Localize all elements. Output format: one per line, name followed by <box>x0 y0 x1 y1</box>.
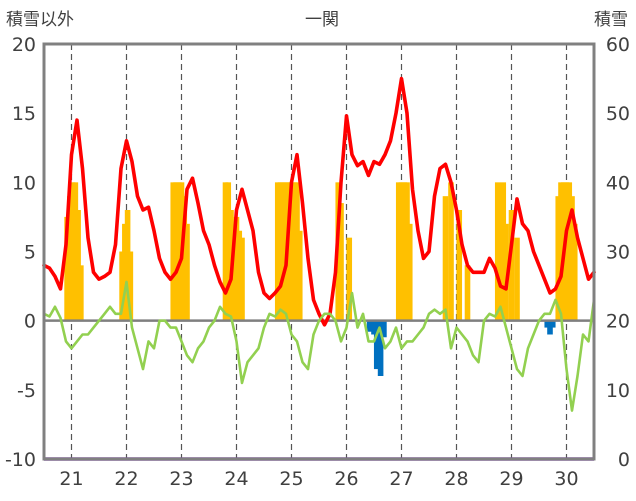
right-y-tick-label: 20 <box>606 311 630 333</box>
snow_depth-bar <box>184 223 190 321</box>
snow_depth-bar <box>346 237 353 321</box>
sunshine-line <box>42 280 596 412</box>
grid <box>70 44 568 459</box>
snow_depth-bar <box>338 203 344 321</box>
x-tick-label: 30 <box>554 468 578 490</box>
x-tick-label: 29 <box>499 468 523 490</box>
left-y-tick-label: -5 <box>17 380 36 402</box>
x-tick-label: 25 <box>279 468 303 490</box>
x-tick-label: 27 <box>389 468 413 490</box>
snow_depth-bar <box>571 223 578 321</box>
right-y-tick-label: 60 <box>606 34 630 56</box>
snow_depth-bar <box>442 196 449 321</box>
left-y-tick-label: 20 <box>12 34 36 56</box>
snow_depth-bar <box>406 223 413 321</box>
snow_depth-bar <box>127 251 134 321</box>
precipitation-bar <box>381 320 387 338</box>
precipitation-bar <box>377 320 384 376</box>
snow_depth-bar <box>503 223 509 321</box>
snow_depth-bar <box>296 230 303 321</box>
precipitation-bar <box>373 320 380 370</box>
right-y-tick-label: 30 <box>606 242 630 264</box>
x-tick-label: 21 <box>59 468 83 490</box>
temperature-line <box>42 76 596 327</box>
snow_depth-bar <box>78 265 84 321</box>
left-y-tick-label: 15 <box>12 103 36 125</box>
snow_depth-bar <box>514 237 520 321</box>
snow_depth-bar <box>508 210 515 321</box>
bars <box>64 182 578 376</box>
left-y-tick-label: 10 <box>12 172 36 194</box>
snow_depth-bar <box>456 210 463 321</box>
left-y-tick-label: 0 <box>24 311 36 333</box>
x-tick-label: 23 <box>169 468 193 490</box>
left-y-tick-label: 5 <box>24 242 36 264</box>
snow_depth-bar <box>464 265 471 321</box>
right-y-tick-label: 10 <box>606 380 630 402</box>
snow_depth-bar <box>239 237 245 321</box>
plot-area <box>42 42 596 461</box>
right-y-tick-label: 40 <box>606 172 630 194</box>
precipitation-bar <box>366 320 373 332</box>
chart-title: 一関 <box>305 10 339 30</box>
right-axis-label: 積雪 <box>594 10 628 30</box>
left-axis-label: 積雪以外 <box>6 10 74 30</box>
x-tick-label: 22 <box>114 468 138 490</box>
x-tick-label: 26 <box>334 468 358 490</box>
precipitation-bar <box>549 320 556 328</box>
left-y-tick-label: -10 <box>5 449 36 471</box>
snow_depth-bar <box>75 210 81 321</box>
right-y-tick-label: 0 <box>618 449 630 471</box>
x-tick-label: 24 <box>224 468 248 490</box>
snow_depth-bar <box>448 182 454 321</box>
right-y-tick-label: 50 <box>606 103 630 125</box>
x-tick-label: 28 <box>444 468 468 490</box>
